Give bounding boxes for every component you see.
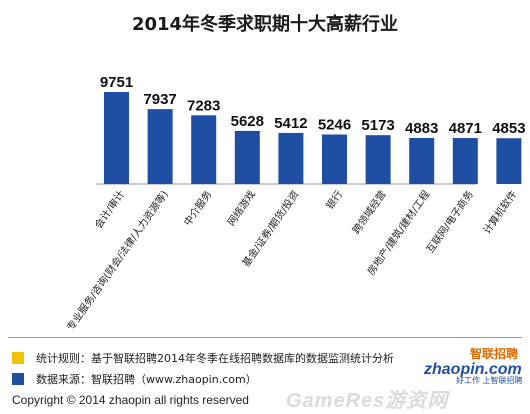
notes-divider	[8, 337, 522, 338]
note-row-rule: 统计规则：基于智联招聘2014年冬季在线招聘数据库的数据监测统计分析	[12, 350, 394, 366]
note-source-text: 数据来源：智联招聘（www.zhaopin.com）	[36, 373, 257, 386]
logo-slogan-text: 好工作 上智联招聘	[456, 376, 523, 385]
bar	[278, 132, 304, 184]
bar	[147, 109, 173, 184]
note-rule-text: 统计规则：基于智联招聘2014年冬季在线招聘数据库的数据监测统计分析	[36, 352, 394, 365]
logo-main-text: zhaopin.com	[424, 361, 522, 378]
bar-value-label: 4853	[492, 120, 525, 137]
category-label: 跨领域经营	[349, 188, 388, 236]
bar	[365, 135, 391, 184]
bar-value-label: 9751	[100, 74, 133, 91]
bar-value-label: 4883	[405, 120, 438, 137]
bar-value-label: 4871	[449, 120, 482, 137]
category-label: 中介服务	[181, 188, 215, 228]
bar	[234, 130, 260, 184]
bar-chart: 9751 会计/审计 7937 专业服务/咨询(财会/法律/人力资源等) 7283 中介服…	[64, 74, 526, 333]
category-label: 会计/审计	[92, 188, 128, 231]
bar	[322, 134, 347, 184]
bar	[452, 138, 478, 184]
category-label: 专业服务/咨询(财会/法律/人力资源等)	[64, 188, 171, 333]
logo-cn-text: 智联招聘	[470, 347, 519, 361]
category-label: 银行	[323, 188, 345, 212]
bar	[191, 115, 217, 184]
watermark-text: GameRes游资网	[286, 390, 449, 412]
bar	[496, 138, 522, 184]
category-label: 网络游戏	[224, 188, 258, 228]
bar-value-label: 7937	[143, 91, 176, 108]
blue-square-icon	[12, 373, 24, 385]
zhaopin-logo: 智联招聘 zhaopin.com 好工作 上智联招聘	[420, 345, 525, 391]
bar-value-label: 5173	[361, 117, 394, 134]
bar	[409, 137, 435, 184]
chart-title: 2014年冬季求职期十大高薪行业	[131, 14, 399, 35]
bar-value-label: 5246	[318, 117, 351, 134]
bar-value-label: 5628	[231, 113, 264, 130]
note-row-source: 数据来源：智联招聘（www.zhaopin.com）	[12, 371, 257, 387]
yellow-square-icon	[12, 352, 24, 364]
copyright-text: Copyright © 2014 zhaopin all rights rese…	[12, 393, 249, 407]
bar	[104, 92, 129, 184]
bar-value-label: 5412	[274, 115, 307, 132]
category-label: 计算机软件	[480, 188, 519, 236]
bar-value-label: 7283	[187, 97, 220, 114]
category-label: 互联网/电子商务	[423, 188, 476, 256]
